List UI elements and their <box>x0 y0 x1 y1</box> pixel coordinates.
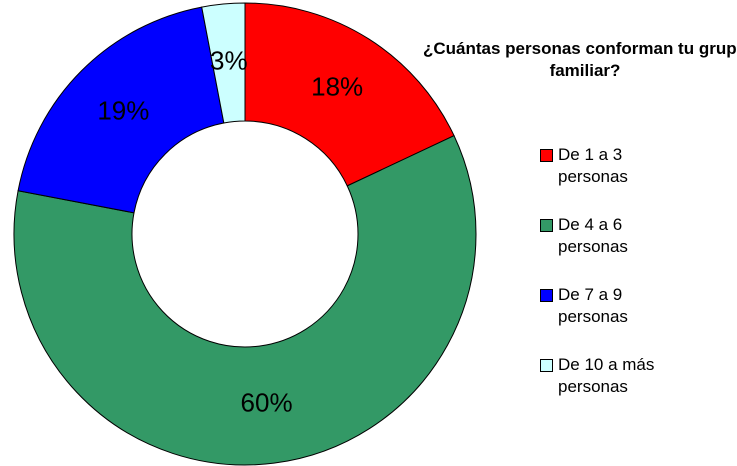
legend-swatch <box>540 289 553 302</box>
chart-title: ¿Cuántas personas conforman tu grupo fam… <box>410 38 737 82</box>
legend-label: De 1 a 3 personas <box>558 145 628 186</box>
legend-swatch <box>540 359 553 372</box>
donut-segment <box>244 2 455 187</box>
legend-label: De 7 a 9 personas <box>558 285 628 326</box>
legend-label: De 4 a 6 personas <box>558 215 628 256</box>
data-label: 18% <box>311 72 363 102</box>
data-label: 19% <box>97 95 149 125</box>
legend-swatch <box>540 219 553 232</box>
donut-segment <box>201 2 246 124</box>
data-label: 60% <box>241 388 293 418</box>
donut-segment <box>13 134 477 466</box>
legend-label: De 10 a más personas <box>558 355 655 396</box>
title-text: ¿Cuántas personas conforman tu grupo fam… <box>423 39 737 80</box>
donut-segment <box>17 6 225 214</box>
data-label: 3% <box>210 46 248 76</box>
legend-swatch <box>540 149 553 162</box>
